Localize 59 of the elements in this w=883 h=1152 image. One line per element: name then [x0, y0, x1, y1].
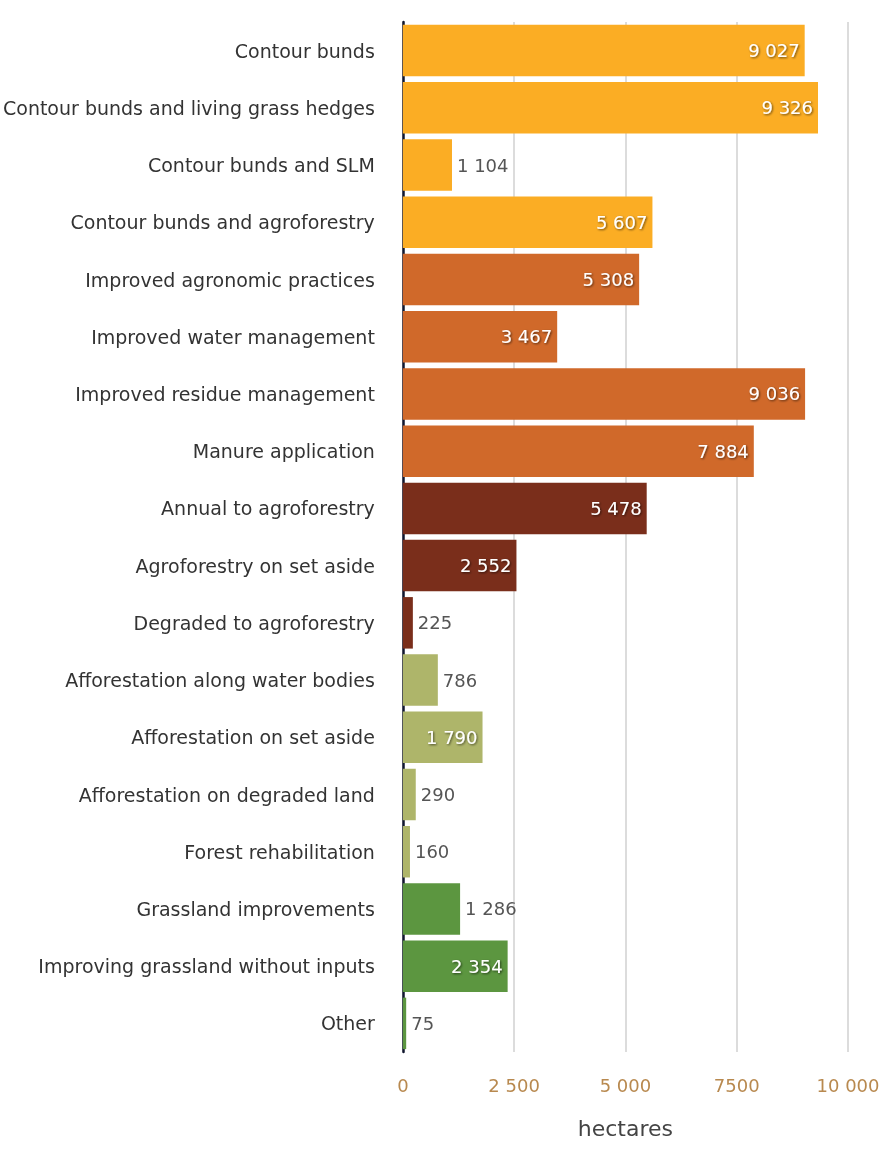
- y-tick-label: Grassland improvements: [136, 897, 375, 920]
- bar: [402, 82, 818, 134]
- y-tick-label: Other: [320, 1012, 376, 1035]
- x-tick-label: 5 000: [599, 1074, 652, 1096]
- bar: [402, 368, 806, 420]
- y-tick-label: Contour bunds and agroforestry: [70, 211, 375, 234]
- data-label: 5 478: [590, 497, 642, 519]
- bar: [402, 539, 517, 592]
- bar: [402, 768, 416, 821]
- bar: [402, 711, 483, 764]
- data-label: 9 036: [748, 383, 801, 405]
- x-tick-label: 7500: [713, 1074, 760, 1096]
- y-tick-label: Afforestation on set aside: [131, 726, 375, 749]
- bar: [402, 310, 558, 363]
- x-axis-title: hectares: [577, 1115, 674, 1141]
- bar: [402, 883, 461, 935]
- data-label: 1 286: [465, 898, 517, 920]
- y-tick-label: Degraded to agroforestry: [133, 611, 375, 634]
- y-tick-label: Improved residue management: [75, 382, 375, 405]
- data-label: 290: [420, 784, 456, 805]
- bar: [402, 196, 653, 249]
- y-tick-label: Improved water management: [91, 325, 375, 348]
- x-tick-label: 2 500: [488, 1074, 540, 1096]
- bar: [402, 24, 805, 77]
- bar: [402, 940, 508, 992]
- y-tick-label: Agroforestry on set aside: [135, 554, 375, 577]
- data-label: 2 552: [459, 555, 512, 577]
- bar: [402, 482, 647, 535]
- data-label: 3 467: [500, 326, 553, 348]
- bar: [402, 139, 452, 191]
- y-tick-label: Forest rehabilitation: [184, 840, 375, 863]
- y-tick-label: Afforestation along water bodies: [65, 669, 375, 692]
- data-label: 5 607: [595, 211, 648, 233]
- data-label: 9 326: [761, 97, 813, 119]
- bar: [402, 597, 413, 649]
- y-tick-label: Afforestation on degraded land: [78, 783, 375, 806]
- y-tick-label: Manure application: [192, 440, 375, 463]
- x-tick-label: 10 000: [816, 1074, 880, 1096]
- y-tick-label: Improving grassland without inputs: [38, 955, 375, 978]
- bar: [402, 825, 410, 878]
- data-label: 9 027: [748, 40, 800, 62]
- bar: [402, 654, 438, 706]
- data-label: 786: [442, 669, 478, 691]
- y-tick-label: Annual to agroforestry: [161, 497, 375, 520]
- bar: [402, 253, 640, 306]
- y-tick-label: Contour bunds and living grass hedges: [2, 96, 375, 119]
- data-label: 1 104: [456, 154, 509, 176]
- y-tick-label: Improved agronomic practices: [85, 268, 375, 291]
- data-label: 75: [411, 1012, 435, 1034]
- data-label: 7 884: [697, 440, 749, 462]
- data-label: 2 354: [451, 955, 503, 977]
- y-tick-label: Contour bunds: [234, 39, 375, 62]
- data-label: 225: [417, 612, 453, 634]
- data-label: 5 308: [582, 269, 635, 290]
- data-label: 160: [414, 841, 450, 863]
- data-label: 1 790: [426, 726, 478, 748]
- x-tick-label: 0: [397, 1074, 409, 1096]
- y-tick-label: Contour bunds and SLM: [147, 154, 375, 177]
- bar: [402, 425, 754, 477]
